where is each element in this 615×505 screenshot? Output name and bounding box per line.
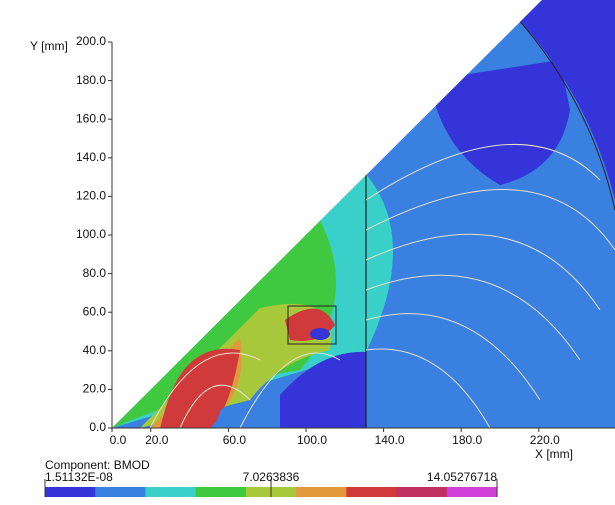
colorbar-tick-label: 1.51132E-08 [45, 470, 113, 484]
y-axis-title: Y [mm] [30, 39, 68, 53]
x-axis-title: X [mm] [535, 447, 573, 461]
field-plot [112, 0, 615, 428]
colorbar-segment [296, 487, 347, 497]
colorbar-segment [396, 487, 448, 497]
colorbar-segment [446, 487, 498, 497]
x-tick-label: 140.0 [375, 433, 405, 447]
y-tick-label: 140.0 [76, 150, 106, 164]
colorbar-segment [95, 487, 146, 497]
x-tick-label: 0.0 [110, 433, 127, 447]
colorbar-tick-label: 7.0263836 [243, 470, 300, 484]
colorbar-segment [346, 487, 398, 497]
colorbar-tick-label: 14.05276718 [427, 470, 497, 484]
y-tick-label: 40.0 [83, 343, 107, 357]
colorbar-segment [195, 487, 247, 497]
y-tick-label: 180.0 [76, 73, 106, 87]
y-tick-label: 20.0 [83, 382, 107, 396]
x-tick-label: 60.0 [223, 433, 247, 447]
y-tick-label: 120.0 [76, 189, 106, 203]
x-tick-label: 220.0 [530, 433, 560, 447]
colorbar-segment [45, 487, 96, 497]
y-tick-label: 100.0 [76, 227, 106, 241]
y-tick-label: 160.0 [76, 111, 106, 125]
x-tick-label: 180.0 [452, 433, 482, 447]
y-tick-label: 60.0 [83, 304, 107, 318]
colorbar-title: Component: BMOD [45, 458, 150, 472]
y-tick-label: 200.0 [76, 34, 106, 48]
x-tick-label: 100.0 [297, 433, 327, 447]
y-tick-label: 0.0 [89, 420, 106, 434]
colorbar-segment [145, 487, 197, 497]
x-tick-label: 20.0 [145, 433, 169, 447]
y-tick-label: 80.0 [83, 266, 107, 280]
